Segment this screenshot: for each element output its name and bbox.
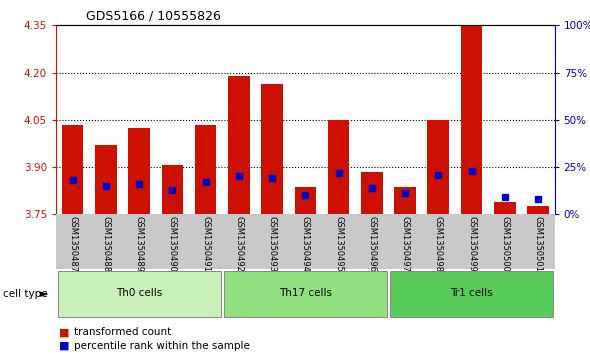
Bar bbox=[95, 145, 117, 214]
Bar bbox=[394, 187, 416, 214]
Text: GSM1350489: GSM1350489 bbox=[135, 216, 143, 272]
Bar bbox=[58, 271, 221, 317]
Text: Tr1 cells: Tr1 cells bbox=[450, 288, 493, 298]
Bar bbox=[195, 125, 217, 214]
Text: GSM1350490: GSM1350490 bbox=[168, 216, 177, 272]
Text: GDS5166 / 10555826: GDS5166 / 10555826 bbox=[86, 9, 221, 22]
Bar bbox=[390, 271, 553, 317]
Text: GSM1350488: GSM1350488 bbox=[101, 216, 110, 272]
Text: GSM1350498: GSM1350498 bbox=[434, 216, 442, 272]
Text: GSM1350493: GSM1350493 bbox=[268, 216, 277, 272]
Text: GSM1350497: GSM1350497 bbox=[401, 216, 409, 272]
Text: GSM1350492: GSM1350492 bbox=[234, 216, 243, 272]
Bar bbox=[261, 83, 283, 214]
Text: GSM1350494: GSM1350494 bbox=[301, 216, 310, 272]
Bar bbox=[461, 25, 482, 214]
Bar bbox=[62, 125, 83, 214]
Text: GSM1350499: GSM1350499 bbox=[467, 216, 476, 272]
Text: GSM1350491: GSM1350491 bbox=[201, 216, 210, 272]
Text: ►: ► bbox=[40, 289, 48, 299]
Text: Th0 cells: Th0 cells bbox=[116, 288, 162, 298]
Bar bbox=[328, 120, 349, 214]
Text: ■: ■ bbox=[59, 340, 70, 351]
Text: GSM1350496: GSM1350496 bbox=[368, 216, 376, 272]
Text: GSM1350501: GSM1350501 bbox=[533, 216, 542, 272]
Bar bbox=[527, 206, 549, 214]
Text: GSM1350500: GSM1350500 bbox=[500, 216, 509, 272]
Text: GSM1350495: GSM1350495 bbox=[334, 216, 343, 272]
Bar bbox=[361, 172, 382, 214]
Bar bbox=[129, 128, 150, 214]
Text: ■: ■ bbox=[59, 327, 70, 337]
Bar bbox=[494, 201, 516, 214]
Bar bbox=[294, 187, 316, 214]
Bar bbox=[228, 76, 250, 214]
Text: GSM1350487: GSM1350487 bbox=[68, 216, 77, 272]
Text: Th17 cells: Th17 cells bbox=[279, 288, 332, 298]
Text: cell type: cell type bbox=[3, 289, 48, 299]
Bar bbox=[224, 271, 387, 317]
Text: transformed count: transformed count bbox=[74, 327, 171, 337]
Bar bbox=[428, 120, 449, 214]
Bar bbox=[162, 166, 183, 214]
Text: percentile rank within the sample: percentile rank within the sample bbox=[74, 340, 250, 351]
